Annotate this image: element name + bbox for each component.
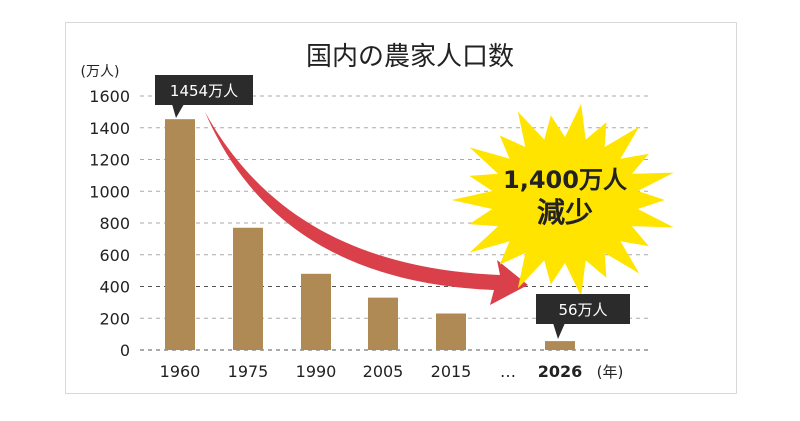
y-axis-label: (万人) bbox=[81, 64, 120, 80]
y-tick-label: 0 bbox=[120, 341, 130, 360]
y-tick-label: 1200 bbox=[89, 151, 130, 170]
x-gap-marker: … bbox=[500, 362, 516, 381]
x-tick-label: 2005 bbox=[363, 362, 404, 381]
burst-text-decrease: 減少 bbox=[537, 196, 593, 229]
bar-2026 bbox=[545, 341, 575, 350]
x-tick-label: 1975 bbox=[228, 362, 269, 381]
y-tick-label: 400 bbox=[99, 278, 130, 297]
bar-1960 bbox=[165, 119, 195, 351]
bar-2015 bbox=[436, 313, 466, 350]
bar-2005 bbox=[368, 297, 398, 350]
y-tick-label: 1600 bbox=[89, 87, 130, 106]
bar-1990 bbox=[301, 273, 331, 350]
y-tick-label: 600 bbox=[99, 246, 130, 265]
y-tick-label: 1000 bbox=[89, 182, 130, 201]
burst-text-amount: 1,400万人 bbox=[503, 166, 627, 194]
x-tick-label: 2026 bbox=[538, 362, 583, 381]
decrease-arrow bbox=[205, 112, 528, 305]
callout-first-label: 1454万人 bbox=[170, 82, 238, 100]
x-tick-label: 1990 bbox=[296, 362, 337, 381]
y-tick-label: 1400 bbox=[89, 119, 130, 138]
y-tick-label: 800 bbox=[99, 214, 130, 233]
x-tick-label: 2015 bbox=[431, 362, 472, 381]
callout-last: 56万人 bbox=[536, 294, 630, 339]
bar-1975 bbox=[233, 227, 263, 350]
chart-frame bbox=[65, 22, 737, 394]
chart-title: 国内の農家人口数 bbox=[306, 42, 514, 72]
starburst-shape bbox=[451, 103, 674, 297]
y-tick-label: 200 bbox=[99, 309, 130, 328]
callout-first: 1454万人 bbox=[155, 75, 253, 118]
callout-last-label: 56万人 bbox=[558, 301, 607, 319]
x-tick-label: 1960 bbox=[160, 362, 201, 381]
x-axis-unit: (年) bbox=[597, 363, 624, 381]
